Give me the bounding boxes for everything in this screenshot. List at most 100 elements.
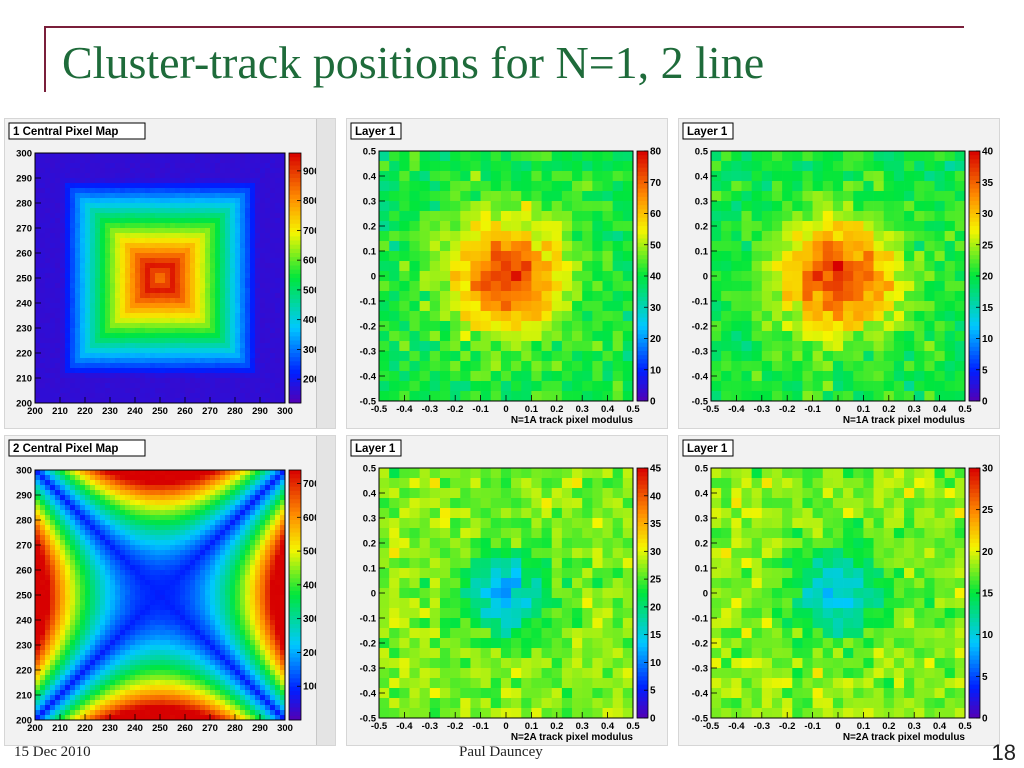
heatmap-cell xyxy=(190,540,196,546)
heatmap-cell xyxy=(160,338,166,344)
heatmap-cell xyxy=(250,585,256,591)
heatmap-cell xyxy=(195,580,201,586)
heatmap-cell xyxy=(215,480,221,486)
heatmap-cell xyxy=(240,323,246,329)
heatmap-cell xyxy=(225,510,231,516)
heatmap-cell xyxy=(265,273,271,279)
heatmap-cell xyxy=(105,383,111,389)
heatmap-cell xyxy=(220,363,226,369)
heatmap-cell xyxy=(220,153,226,159)
heatmap-cell xyxy=(235,358,241,364)
color-scale-step xyxy=(289,386,301,391)
heatmap-cell xyxy=(45,203,51,209)
heatmap-cell xyxy=(145,273,151,279)
heatmap-cell xyxy=(215,560,221,566)
heatmap-cell xyxy=(230,348,236,354)
heatmap-cell xyxy=(190,575,196,581)
heatmap-cell xyxy=(230,183,236,189)
heatmap-cell xyxy=(170,308,176,314)
heatmap-cell xyxy=(275,590,281,596)
heatmap-cell xyxy=(120,585,126,591)
heatmap-cell xyxy=(120,645,126,651)
heatmap-cell xyxy=(145,610,151,616)
heatmap-cell xyxy=(80,273,86,279)
heatmap-cell xyxy=(110,650,116,656)
heatmap-cell xyxy=(280,218,286,224)
color-scale-step xyxy=(289,307,301,312)
heatmap-cell xyxy=(230,580,236,586)
heatmap-cell xyxy=(140,263,146,269)
heatmap-cell xyxy=(85,378,91,384)
heatmap-cell xyxy=(240,238,246,244)
heatmap-cell xyxy=(145,695,151,701)
heatmap-cell xyxy=(200,610,206,616)
heatmap-cell xyxy=(100,188,106,194)
heatmap-cell xyxy=(205,153,211,159)
heatmap-cell xyxy=(180,570,186,576)
heatmap-cell xyxy=(35,660,41,666)
heatmap-cell xyxy=(180,228,186,234)
heatmap-cell xyxy=(245,500,251,506)
heatmap-cell xyxy=(50,243,56,249)
heatmap-cell xyxy=(110,580,116,586)
heatmap-cell xyxy=(205,650,211,656)
heatmap-cell xyxy=(240,353,246,359)
heatmap-cell xyxy=(235,283,241,289)
heatmap-cell xyxy=(220,545,226,551)
central-pixel-map-2-panel: 7000 6000 5000 4000 3000 2000 1000 200 210 220 230… xyxy=(4,435,336,746)
heatmap-cell xyxy=(50,660,56,666)
heatmap-cell xyxy=(160,213,166,219)
heatmap-cell xyxy=(115,258,121,264)
heatmap-cell xyxy=(210,620,216,626)
heatmap-cell xyxy=(270,565,276,571)
heatmap-cell xyxy=(225,520,231,526)
heatmap-cell xyxy=(65,520,71,526)
heatmap-cell xyxy=(235,228,241,234)
heatmap-cell xyxy=(160,665,166,671)
heatmap-cell xyxy=(170,660,176,666)
heatmap-cell xyxy=(250,615,256,621)
scrollbar[interactable] xyxy=(316,119,335,428)
heatmap-cell xyxy=(70,273,76,279)
heatmap-cell xyxy=(150,625,156,631)
heatmap-cell xyxy=(265,303,271,309)
heatmap-cell xyxy=(270,500,276,506)
heatmap-cell xyxy=(60,570,66,576)
heatmap-cell xyxy=(165,258,171,264)
heatmap-cell xyxy=(60,595,66,601)
heatmap-cell xyxy=(235,535,241,541)
heatmap-cell xyxy=(210,183,216,189)
heatmap-cell xyxy=(235,695,241,701)
heatmap-cell xyxy=(195,515,201,521)
heatmap-cell xyxy=(80,575,86,581)
heatmap-cell xyxy=(55,178,61,184)
heatmap-cell xyxy=(125,178,131,184)
heatmap-cell xyxy=(115,545,121,551)
heatmap-cell xyxy=(275,660,281,666)
heatmap-cell xyxy=(260,258,266,264)
heatmap-cell xyxy=(200,680,206,686)
heatmap-cell xyxy=(265,510,271,516)
heatmap-cell xyxy=(60,368,66,374)
heatmap-cell xyxy=(270,313,276,319)
heatmap-cell xyxy=(145,303,151,309)
heatmap-cell xyxy=(260,560,266,566)
heatmap-cell xyxy=(245,243,251,249)
heatmap-cell xyxy=(180,510,186,516)
heatmap-cell xyxy=(60,505,66,511)
heatmap-cell xyxy=(245,398,251,404)
heatmap-cell xyxy=(80,475,86,481)
heatmap-cell xyxy=(275,323,281,329)
heatmap-cell xyxy=(115,388,121,394)
heatmap-cell xyxy=(165,318,171,324)
heatmap-cell xyxy=(45,500,51,506)
heatmap-cell xyxy=(225,298,231,304)
heatmap-cell xyxy=(200,655,206,661)
heatmap-cell xyxy=(265,665,271,671)
heatmap-cell xyxy=(260,525,266,531)
heatmap-cell xyxy=(150,510,156,516)
heatmap-cell xyxy=(110,645,116,651)
heatmap-cell xyxy=(95,273,101,279)
heatmap-cell xyxy=(175,298,181,304)
heatmap-cell xyxy=(225,353,231,359)
